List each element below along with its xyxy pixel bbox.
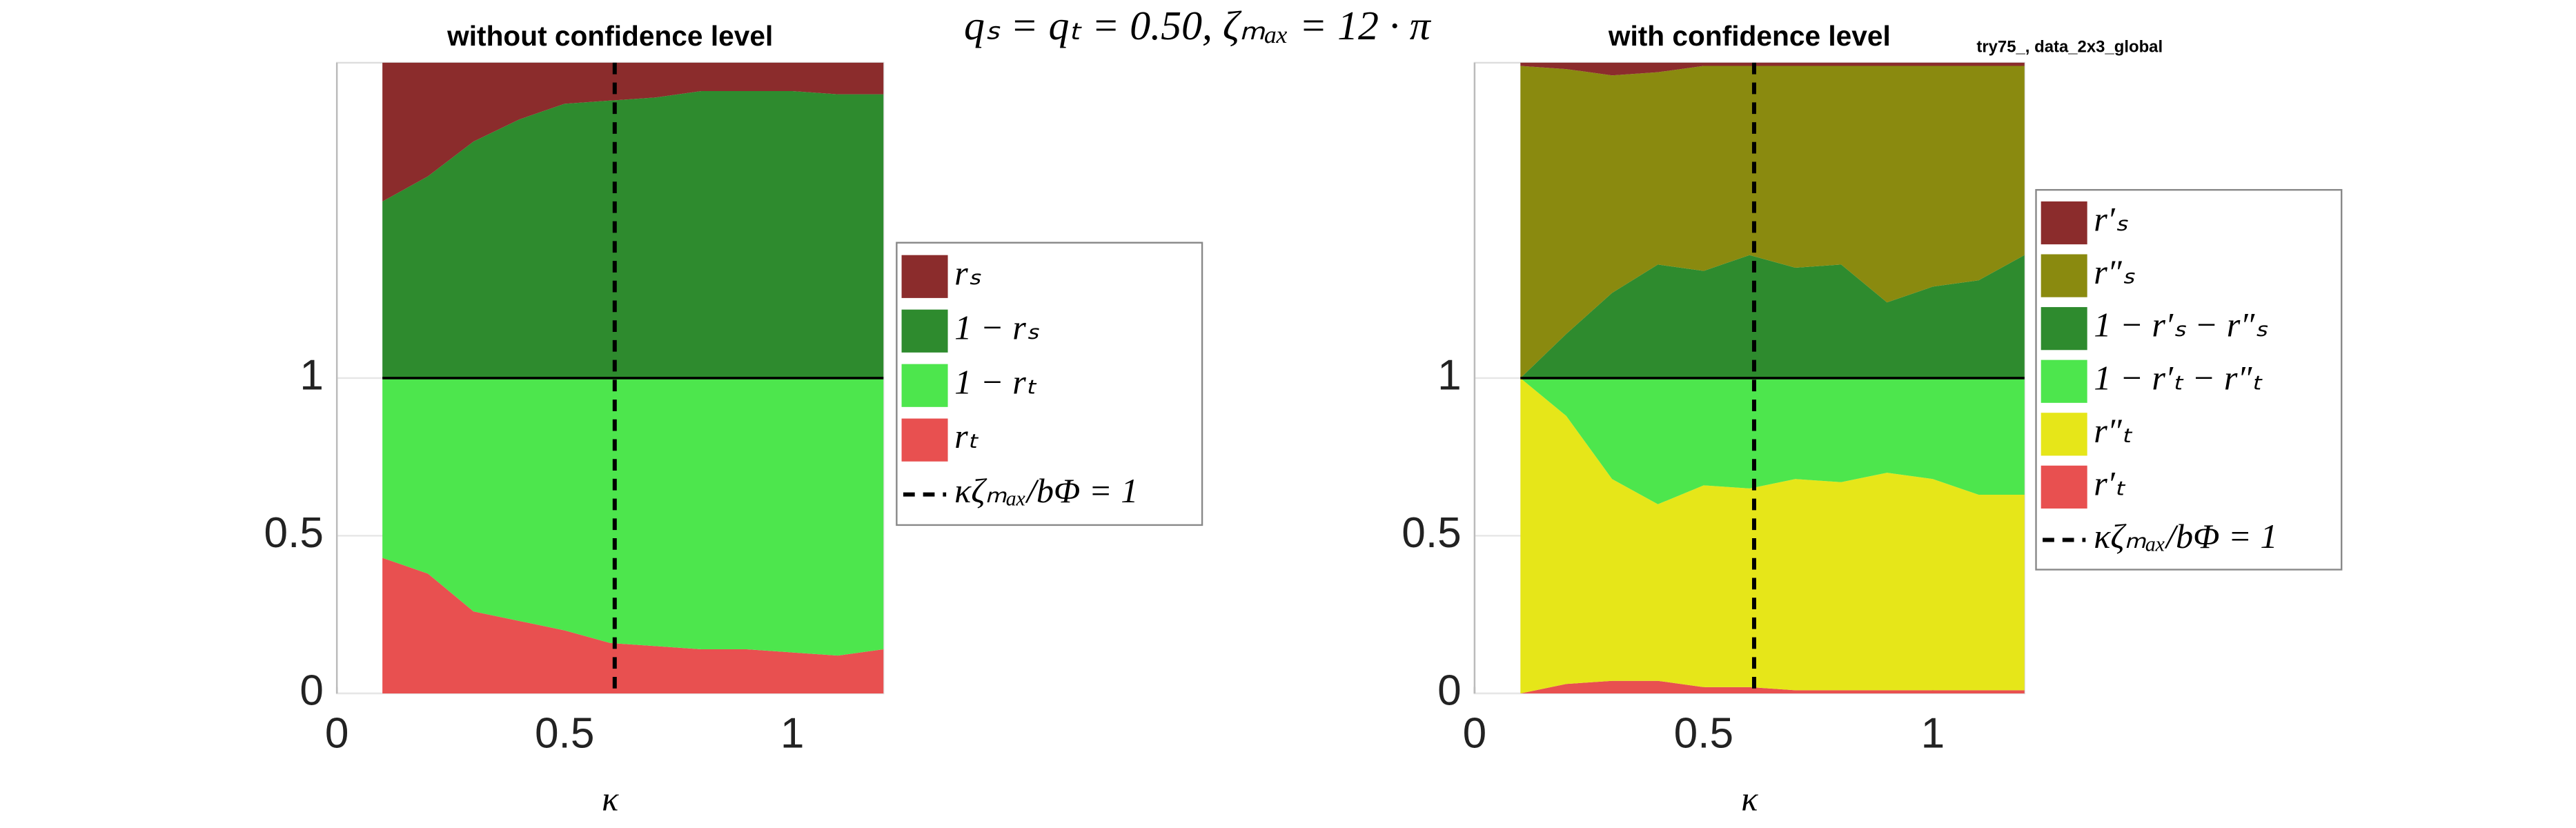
legend-label: κζₘₐₓ/bΦ = 1 bbox=[954, 471, 1138, 510]
legend-label: 1 − rₜ bbox=[954, 362, 1037, 401]
x-label: κ bbox=[1741, 779, 1758, 818]
legend-label: rₛ bbox=[954, 253, 981, 292]
legend-swatch bbox=[901, 309, 948, 353]
legend-label: r′ₜ bbox=[2094, 464, 2126, 502]
legend-label: r′ₛ bbox=[2094, 200, 2128, 239]
legend-swatch bbox=[2041, 413, 2087, 456]
area bbox=[1520, 66, 2025, 378]
legend-label: 1 − r′ₜ − r″ₜ bbox=[2094, 358, 2263, 397]
x-tick-label: 1 bbox=[1921, 710, 1945, 758]
suptitle: qₛ = qₜ = 0.50, ζₘₐₓ = 12 · π bbox=[964, 3, 1432, 48]
legend-label: κζₘₐₓ/bΦ = 1 bbox=[2094, 517, 2277, 555]
legend-swatch bbox=[2041, 254, 2087, 297]
area bbox=[382, 62, 884, 202]
area bbox=[1520, 62, 2025, 76]
y-tick-label: 0.5 bbox=[1402, 509, 1461, 557]
legend-label: 1 − r′ₛ − r″ₛ bbox=[2094, 306, 2268, 344]
y-tick-label: 1 bbox=[1437, 351, 1462, 399]
x-tick-label: 1 bbox=[780, 710, 805, 758]
legend-label: 1 − rₛ bbox=[954, 308, 1039, 346]
area bbox=[1520, 377, 2025, 504]
x-tick-label: 0.5 bbox=[1674, 710, 1733, 758]
area bbox=[382, 377, 884, 656]
note: try75_, data_2x3_global bbox=[1976, 38, 2163, 57]
y-tick-label: 1 bbox=[299, 351, 324, 399]
legend-swatch bbox=[901, 418, 948, 462]
legend-swatch bbox=[2041, 465, 2087, 509]
legend-label: r″ₜ bbox=[2094, 411, 2132, 450]
legend-label: rₜ bbox=[954, 417, 979, 455]
legend-swatch bbox=[2041, 359, 2087, 403]
area bbox=[382, 91, 884, 378]
x-tick-label: 0.5 bbox=[535, 710, 594, 758]
x-tick-label: 0 bbox=[325, 710, 349, 758]
y-tick-label: 0 bbox=[299, 667, 324, 714]
legend-swatch bbox=[901, 255, 948, 298]
chart-title: with confidence level bbox=[1608, 20, 1891, 52]
area bbox=[1520, 255, 2025, 378]
legend-swatch bbox=[901, 364, 948, 407]
x-label: κ bbox=[602, 779, 619, 818]
legend-swatch bbox=[2041, 201, 2087, 245]
x-tick-label: 0 bbox=[1463, 710, 1487, 758]
chart-title: without confidence level bbox=[446, 20, 773, 52]
legend-swatch bbox=[2041, 307, 2087, 351]
legend-label: r″ₛ bbox=[2094, 253, 2134, 291]
y-tick-label: 0.5 bbox=[264, 509, 324, 557]
y-tick-label: 0 bbox=[1437, 667, 1462, 714]
area bbox=[382, 558, 884, 693]
area bbox=[1520, 377, 2025, 693]
